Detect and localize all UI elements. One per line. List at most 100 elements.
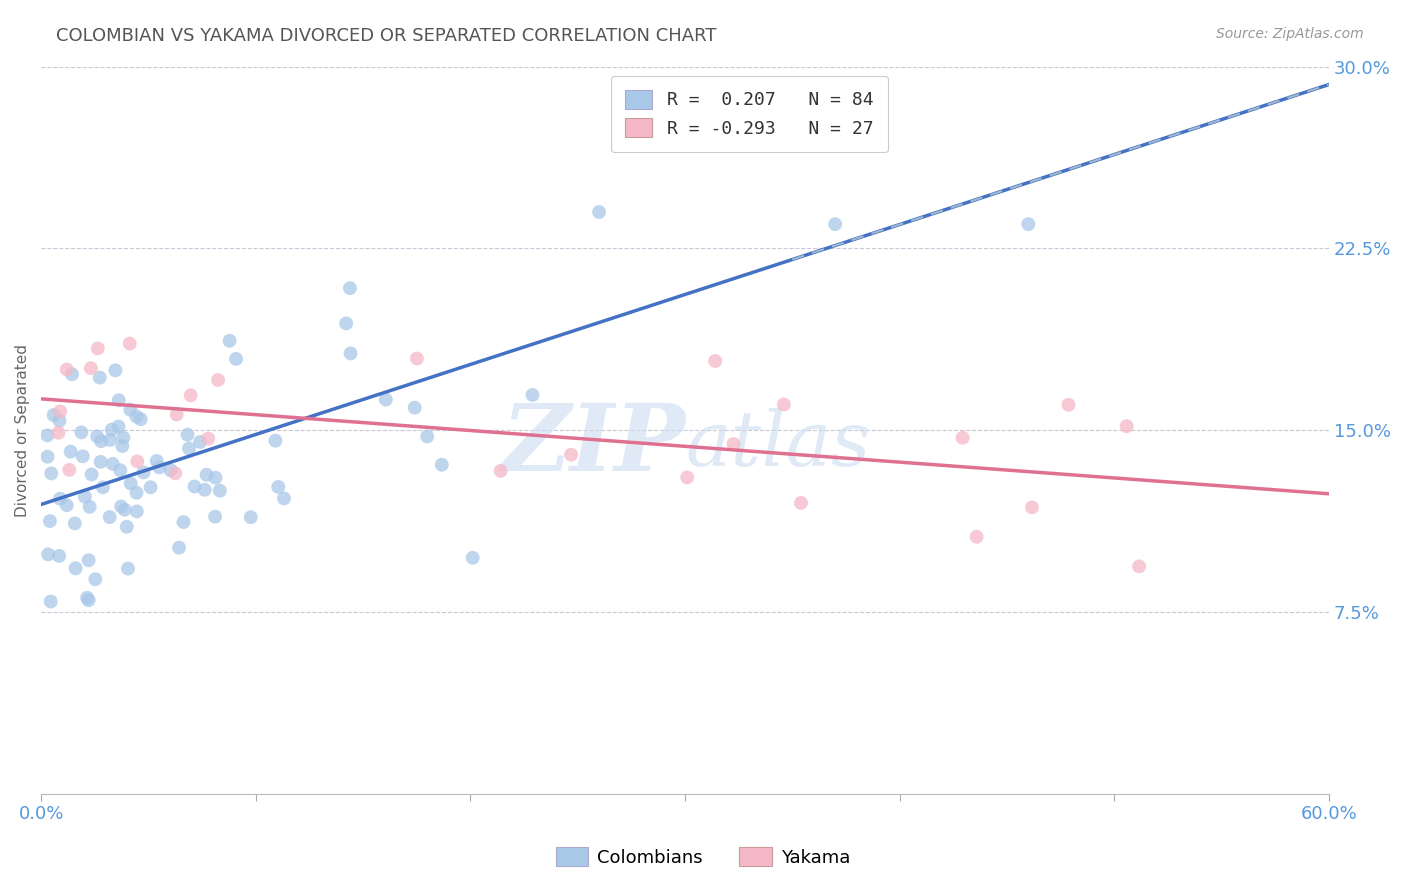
Point	[37, 547, 59, 561]
Point	[166, 408, 188, 422]
Point	[107, 393, 129, 408]
Point	[165, 467, 187, 481]
Point	[55, 498, 77, 512]
Point	[188, 434, 211, 449]
Point	[59, 444, 82, 458]
Point	[194, 483, 217, 497]
Point	[1115, 419, 1137, 434]
Point	[406, 351, 429, 366]
Text: ZIP: ZIP	[501, 400, 685, 490]
Point	[267, 480, 290, 494]
Point	[1128, 559, 1150, 574]
Point	[41, 467, 63, 481]
Point	[522, 388, 544, 402]
Point	[824, 217, 846, 231]
Point	[101, 423, 124, 437]
Point	[218, 334, 240, 348]
Point	[110, 500, 132, 514]
Point	[73, 490, 96, 504]
Point	[339, 346, 361, 360]
Point	[76, 591, 98, 605]
Point	[37, 428, 59, 442]
Point	[197, 432, 219, 446]
Point	[966, 530, 988, 544]
Point	[1021, 500, 1043, 515]
Point	[79, 500, 101, 514]
Point	[37, 450, 59, 464]
Point	[207, 373, 229, 387]
Point	[125, 504, 148, 518]
Legend: Colombians, Yakama: Colombians, Yakama	[548, 840, 858, 874]
Text: atlas: atlas	[685, 408, 870, 482]
Point	[89, 370, 111, 384]
Point	[176, 427, 198, 442]
Point	[676, 470, 699, 484]
Point	[225, 351, 247, 366]
Point	[208, 483, 231, 498]
Point	[173, 515, 195, 529]
Point	[117, 561, 139, 575]
Point	[120, 476, 142, 491]
Point	[139, 480, 162, 494]
Y-axis label: Divorced or Separated: Divorced or Separated	[15, 343, 30, 516]
Point	[167, 541, 190, 555]
Point	[461, 550, 484, 565]
Point	[129, 412, 152, 426]
Point	[148, 460, 170, 475]
Point	[132, 466, 155, 480]
Point	[239, 510, 262, 524]
Point	[115, 520, 138, 534]
Point	[90, 434, 112, 449]
Point	[58, 463, 80, 477]
Point	[120, 402, 142, 417]
Point	[110, 463, 132, 477]
Point	[790, 496, 813, 510]
Point	[404, 401, 426, 415]
Point	[63, 516, 86, 531]
Point	[704, 354, 727, 368]
Point	[87, 342, 110, 356]
Point	[780, 95, 803, 110]
Point	[416, 429, 439, 443]
Point	[723, 437, 745, 451]
Point	[952, 431, 974, 445]
Point	[180, 388, 202, 402]
Point	[112, 431, 135, 445]
Point	[77, 593, 100, 607]
Point	[80, 467, 103, 482]
Point	[111, 439, 134, 453]
Point	[98, 433, 121, 447]
Point	[127, 454, 149, 468]
Point	[90, 455, 112, 469]
Point	[773, 397, 796, 411]
Point	[335, 317, 357, 331]
Point	[1017, 217, 1039, 231]
Point	[70, 425, 93, 440]
Legend: R =  0.207   N = 84, R = -0.293   N = 27: R = 0.207 N = 84, R = -0.293 N = 27	[610, 76, 887, 153]
Point	[114, 502, 136, 516]
Point	[107, 419, 129, 434]
Point	[273, 491, 295, 506]
Point	[118, 336, 141, 351]
Point	[91, 480, 114, 494]
Point	[264, 434, 287, 448]
Point	[159, 463, 181, 477]
Point	[204, 471, 226, 485]
Point	[80, 361, 103, 376]
Point	[374, 392, 396, 407]
Point	[183, 479, 205, 493]
Point	[101, 457, 124, 471]
Point	[60, 368, 83, 382]
Point	[42, 408, 65, 422]
Point	[77, 553, 100, 567]
Point	[39, 594, 62, 608]
Point	[72, 450, 94, 464]
Point	[56, 362, 79, 376]
Point	[84, 572, 107, 586]
Point	[1057, 398, 1080, 412]
Point	[195, 467, 218, 482]
Point	[204, 509, 226, 524]
Point	[48, 549, 70, 563]
Point	[48, 414, 70, 428]
Point	[49, 404, 72, 418]
